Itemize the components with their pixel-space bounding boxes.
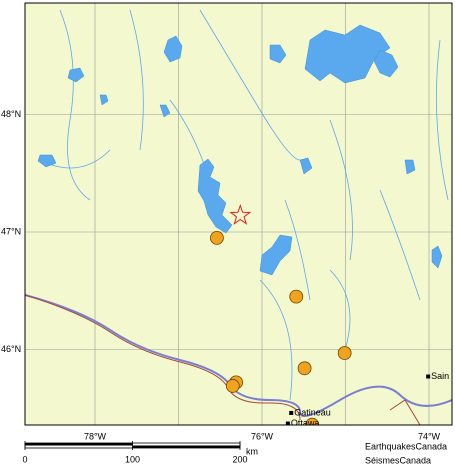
earthquake bbox=[210, 230, 224, 245]
ottawa-river bbox=[25, 294, 452, 417]
map-frame bbox=[24, 2, 453, 426]
city-label: Ottawa bbox=[291, 418, 320, 428]
provincial-boundary bbox=[389, 399, 421, 425]
rivers bbox=[39, 9, 449, 401]
scale-label: 200 bbox=[232, 454, 247, 464]
epicentre-star bbox=[229, 203, 252, 225]
lat-label: 48°N bbox=[1, 109, 21, 119]
lon-label: 78°W bbox=[84, 431, 107, 441]
lon-label: 76°W bbox=[251, 431, 274, 441]
scale-bar-segment bbox=[25, 443, 133, 446]
lake bbox=[304, 24, 391, 84]
lon-label: 74°W bbox=[418, 431, 441, 441]
city-dot bbox=[289, 410, 294, 415]
scale-bar-segment bbox=[132, 445, 240, 448]
city-dot bbox=[285, 421, 290, 425]
lake bbox=[197, 158, 233, 234]
city-dot bbox=[426, 374, 431, 379]
hydrography bbox=[25, 9, 452, 425]
credit-line: EarthquakesCanada bbox=[365, 441, 447, 451]
lake bbox=[37, 35, 443, 269]
credit-line: SéismesCanada bbox=[365, 455, 431, 465]
lake bbox=[373, 49, 399, 78]
lat-label: 47°N bbox=[1, 226, 21, 236]
earthquake bbox=[225, 379, 240, 393]
city-label: Sain bbox=[431, 371, 449, 381]
scale-label: 100 bbox=[125, 454, 140, 464]
provincial-boundary bbox=[25, 294, 301, 421]
lake bbox=[259, 234, 293, 276]
earthquake bbox=[337, 346, 352, 360]
earthquake bbox=[289, 289, 304, 304]
scale-unit: km bbox=[246, 446, 258, 456]
earthquake bbox=[297, 361, 312, 376]
scale-label: 0 bbox=[22, 454, 27, 464]
city-label: Gatineau bbox=[294, 407, 331, 417]
lat-label: 46°N bbox=[1, 344, 21, 354]
